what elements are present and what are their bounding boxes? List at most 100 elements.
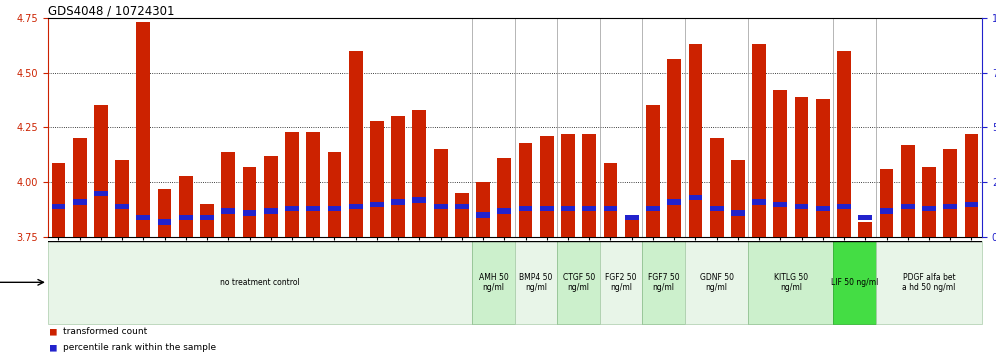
Bar xyxy=(200,215,214,220)
Bar xyxy=(94,190,108,196)
Bar xyxy=(774,90,787,354)
Bar xyxy=(561,206,575,211)
Bar xyxy=(731,210,745,216)
Text: GDS4048 / 10724301: GDS4048 / 10724301 xyxy=(48,5,174,18)
Text: ■: ■ xyxy=(50,342,57,352)
Bar xyxy=(264,208,278,213)
Bar xyxy=(922,167,936,354)
Bar xyxy=(116,204,129,209)
Bar xyxy=(391,116,405,354)
Bar xyxy=(749,241,834,324)
Bar xyxy=(136,215,150,220)
Bar xyxy=(157,189,171,354)
Bar xyxy=(604,162,618,354)
Text: CTGF 50
ng/ml: CTGF 50 ng/ml xyxy=(563,273,595,292)
Bar xyxy=(412,197,426,202)
Text: ■: ■ xyxy=(50,326,57,336)
Bar xyxy=(688,195,702,200)
Bar xyxy=(48,241,472,324)
Bar xyxy=(875,241,982,324)
Bar xyxy=(515,241,558,324)
Text: percentile rank within the sample: percentile rank within the sample xyxy=(63,343,216,352)
Bar xyxy=(795,204,809,209)
Bar xyxy=(285,206,299,211)
Bar xyxy=(221,208,235,213)
Bar xyxy=(583,206,597,211)
Bar xyxy=(879,208,893,213)
Text: LIF 50 ng/ml: LIF 50 ng/ml xyxy=(831,278,878,287)
Bar xyxy=(816,99,830,354)
Bar xyxy=(667,199,681,205)
Bar xyxy=(731,160,745,354)
Bar xyxy=(455,204,469,209)
Text: PDGF alfa bet
a hd 50 ng/ml: PDGF alfa bet a hd 50 ng/ml xyxy=(902,273,955,292)
Text: transformed count: transformed count xyxy=(63,327,147,336)
Bar xyxy=(604,206,618,211)
Bar xyxy=(752,44,766,354)
Bar xyxy=(646,105,659,354)
Bar xyxy=(476,182,490,354)
Bar xyxy=(540,136,554,354)
Bar xyxy=(600,241,642,324)
Bar xyxy=(838,51,851,354)
Bar xyxy=(307,206,320,211)
Text: GDNF 50
ng/ml: GDNF 50 ng/ml xyxy=(699,273,734,292)
Text: FGF7 50
ng/ml: FGF7 50 ng/ml xyxy=(647,273,679,292)
Bar xyxy=(519,206,533,211)
Bar xyxy=(900,204,914,209)
Bar xyxy=(285,132,299,354)
Bar xyxy=(264,156,278,354)
Bar xyxy=(646,206,659,211)
Bar xyxy=(349,51,363,354)
Bar xyxy=(371,121,383,354)
Bar xyxy=(52,204,66,209)
Bar xyxy=(943,149,957,354)
Bar xyxy=(774,201,787,207)
Bar xyxy=(243,167,256,354)
Bar xyxy=(391,199,405,205)
Bar xyxy=(328,152,342,354)
Bar xyxy=(558,241,600,324)
Bar xyxy=(371,201,383,207)
Bar xyxy=(328,206,342,211)
Bar xyxy=(497,158,511,354)
Bar xyxy=(540,206,554,211)
Bar xyxy=(472,241,515,324)
Bar xyxy=(922,206,936,211)
Bar xyxy=(943,204,957,209)
Bar xyxy=(349,204,363,209)
Bar xyxy=(624,215,638,220)
Bar xyxy=(838,204,851,209)
Bar xyxy=(859,215,872,220)
Text: BMP4 50
ng/ml: BMP4 50 ng/ml xyxy=(520,273,553,292)
Bar xyxy=(116,160,129,354)
Bar xyxy=(752,199,766,205)
Text: AMH 50
ng/ml: AMH 50 ng/ml xyxy=(479,273,509,292)
Bar xyxy=(157,219,171,224)
Bar xyxy=(433,149,447,354)
Bar xyxy=(642,241,685,324)
Bar xyxy=(667,59,681,354)
Bar xyxy=(179,215,192,220)
Bar xyxy=(964,201,978,207)
Bar xyxy=(52,162,66,354)
Bar xyxy=(476,212,490,218)
Bar xyxy=(307,132,320,354)
Bar xyxy=(433,204,447,209)
Bar xyxy=(519,143,533,354)
Bar xyxy=(859,222,872,354)
Bar xyxy=(412,110,426,354)
Bar xyxy=(900,145,914,354)
Bar xyxy=(179,176,192,354)
Bar xyxy=(94,105,108,354)
Bar xyxy=(624,215,638,354)
Bar xyxy=(73,199,87,205)
Bar xyxy=(816,206,830,211)
Text: no treatment control: no treatment control xyxy=(220,278,300,287)
Bar xyxy=(688,44,702,354)
Bar xyxy=(561,134,575,354)
Bar xyxy=(879,169,893,354)
Text: KITLG 50
ng/ml: KITLG 50 ng/ml xyxy=(774,273,808,292)
Bar xyxy=(710,138,723,354)
Bar xyxy=(710,206,723,211)
